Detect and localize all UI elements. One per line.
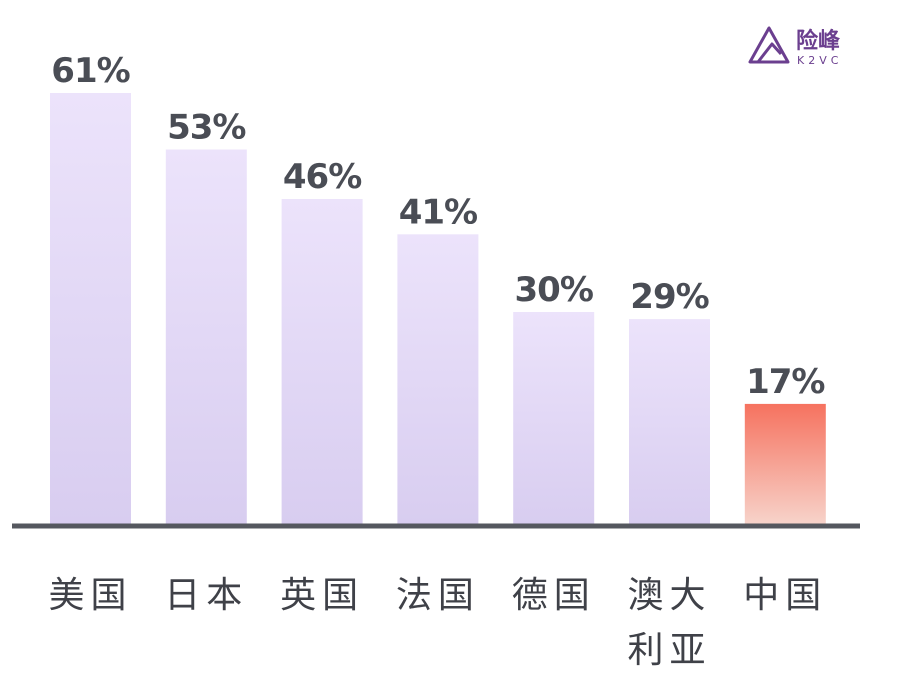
brand-logo: 险峰 K2VC — [748, 26, 842, 67]
category-label-4: 法国 — [396, 575, 480, 616]
category-label-6-line-2: 利亚 — [627, 630, 711, 671]
value-label-5: 30% — [515, 270, 593, 310]
value-label-2: 53% — [167, 108, 245, 148]
value-label-4: 41% — [399, 192, 477, 232]
category-label-7: 中国 — [743, 575, 827, 616]
bar-1 — [50, 93, 131, 524]
bar-5 — [513, 312, 595, 524]
bar-4 — [397, 234, 479, 525]
value-label-3: 46% — [283, 157, 361, 197]
value-label-7: 17% — [746, 362, 824, 402]
logo-name-en: K2VC — [797, 54, 842, 67]
category-label-6-line-1: 澳大 — [627, 575, 711, 616]
category-label-2: 日本 — [164, 575, 248, 616]
value-label-1: 61% — [51, 51, 129, 91]
value-label-6: 29% — [630, 277, 708, 317]
category-label-5: 德国 — [512, 575, 596, 616]
bar-6 — [629, 319, 710, 524]
category-label-3: 英国 — [280, 575, 364, 616]
bar-2 — [165, 149, 247, 524]
category-label-1: 美国 — [48, 575, 132, 616]
bars-group — [50, 93, 826, 525]
bar-3 — [281, 199, 363, 524]
bar-7 — [744, 403, 826, 524]
value-labels-group: 61% 53% 46% 41% 30% 29% 17% — [51, 51, 825, 402]
mountain-triangle-icon — [748, 26, 790, 64]
logo-name-cn: 险峰 — [796, 28, 841, 54]
